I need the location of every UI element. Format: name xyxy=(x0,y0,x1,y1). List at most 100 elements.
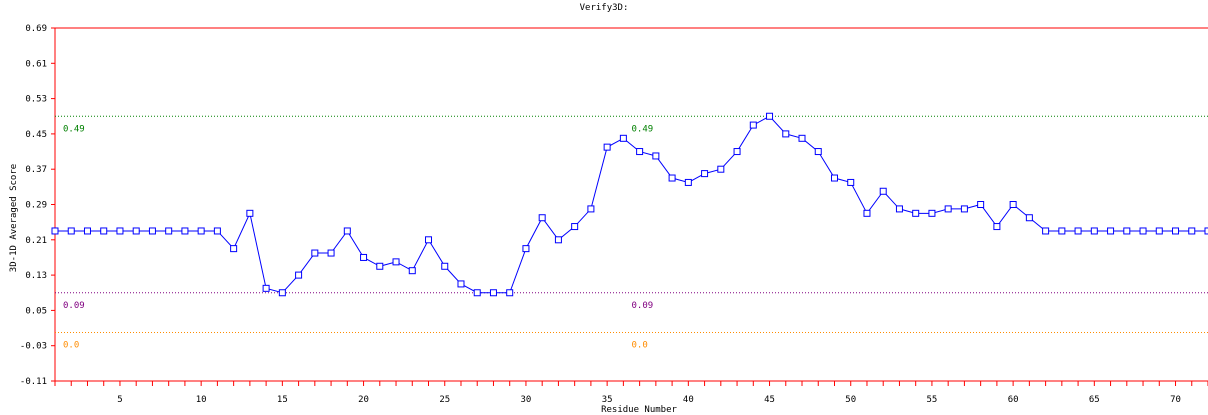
data-point xyxy=(782,130,790,138)
data-point xyxy=(830,174,838,182)
y-tick-label: -0.03 xyxy=(20,342,47,352)
y-tick-label: 0.69 xyxy=(25,24,47,34)
y-tick-label: 0.61 xyxy=(25,59,47,69)
x-tick-label: 15 xyxy=(277,395,288,405)
data-point xyxy=(1155,227,1163,235)
data-point xyxy=(213,227,221,235)
data-point xyxy=(1090,227,1098,235)
y-tick-label: 0.37 xyxy=(25,165,47,175)
data-point xyxy=(100,227,108,235)
data-point xyxy=(912,209,920,217)
data-point xyxy=(1107,227,1115,235)
x-tick-label: 25 xyxy=(439,395,450,405)
data-point xyxy=(636,148,644,156)
data-point xyxy=(230,245,238,253)
x-tick-label: 50 xyxy=(845,395,856,405)
data-point xyxy=(571,223,579,231)
y-axis-title: 3D-1D Averaged Score xyxy=(9,164,19,272)
data-point xyxy=(1025,214,1033,222)
data-point xyxy=(408,267,416,275)
x-tick-label: 65 xyxy=(1089,395,1100,405)
data-point xyxy=(1042,227,1050,235)
data-point xyxy=(1139,227,1147,235)
reference-line-label-left: 0.49 xyxy=(63,124,85,134)
x-tick-label: 70 xyxy=(1170,395,1181,405)
data-point xyxy=(879,187,887,195)
data-point xyxy=(1188,227,1196,235)
data-point xyxy=(684,178,692,186)
data-point xyxy=(311,249,319,257)
data-point xyxy=(278,289,286,297)
data-point xyxy=(51,227,59,235)
x-tick-label: 55 xyxy=(927,395,938,405)
data-point xyxy=(863,209,871,217)
series-group xyxy=(51,112,1208,297)
y-axis-ticks: 0.69 0.61 0.53 0.45 0.37 0.29 0.21 0.13 0.05 -0.0… xyxy=(20,24,55,387)
x-tick-label: 45 xyxy=(764,395,775,405)
data-point xyxy=(489,289,497,297)
data-point xyxy=(506,289,514,297)
data-point xyxy=(717,165,725,173)
reference-line-label-mid: 0.49 xyxy=(632,124,654,134)
y-tick-label: 0.21 xyxy=(25,236,47,246)
x-tick-label: 35 xyxy=(602,395,613,405)
x-axis-title: Residue Number xyxy=(601,405,677,415)
x-tick-label: 30 xyxy=(521,395,532,405)
data-point xyxy=(603,143,611,151)
x-tick-label: 60 xyxy=(1008,395,1019,405)
data-point xyxy=(701,170,709,178)
series-line xyxy=(55,115,1208,294)
data-point xyxy=(165,227,173,235)
data-point xyxy=(766,112,774,120)
data-point xyxy=(473,289,481,297)
data-point xyxy=(148,227,156,235)
data-point xyxy=(132,227,140,235)
data-point xyxy=(928,209,936,217)
y-tick-label: 0.45 xyxy=(25,130,47,140)
data-point xyxy=(895,205,903,213)
data-point xyxy=(441,262,449,270)
x-tick-label: 5 xyxy=(117,395,122,405)
data-point xyxy=(977,201,985,208)
chart-title: Verify3D: xyxy=(580,3,629,13)
y-tick-label: 0.13 xyxy=(25,271,47,281)
data-point xyxy=(457,280,465,288)
data-point xyxy=(960,205,968,213)
data-point xyxy=(83,227,91,235)
data-point xyxy=(798,134,806,142)
x-tick-label: 20 xyxy=(358,395,369,405)
data-point xyxy=(587,205,595,213)
data-point xyxy=(814,148,822,156)
x-axis-ticks: 5 10 15 20 25 30 35 40 45 50 55 60 65 70 xyxy=(54,381,1208,405)
data-point xyxy=(554,236,562,244)
x-tick-label: 40 xyxy=(683,395,694,405)
data-point xyxy=(538,214,546,222)
reference-line-label-left: 0.09 xyxy=(63,301,85,311)
data-point xyxy=(522,245,530,253)
data-point xyxy=(246,209,254,217)
data-point xyxy=(376,262,384,270)
data-point xyxy=(749,121,757,129)
data-point xyxy=(181,227,189,235)
data-point xyxy=(652,152,660,160)
data-point xyxy=(1058,227,1066,235)
data-point xyxy=(1172,227,1180,235)
data-point xyxy=(1009,201,1017,208)
data-point xyxy=(668,174,676,182)
data-point xyxy=(262,284,270,292)
reference-line-label-left: 0.0 xyxy=(63,340,79,350)
y-tick-label: 0.29 xyxy=(25,201,47,211)
data-point xyxy=(619,134,627,142)
data-point xyxy=(944,205,952,213)
data-point xyxy=(733,148,741,156)
data-point xyxy=(295,271,303,279)
y-tick-label: 0.05 xyxy=(25,306,47,316)
data-point xyxy=(197,227,205,235)
data-point xyxy=(1204,227,1208,235)
data-point xyxy=(1074,227,1082,235)
reference-line-label-mid: 0.0 xyxy=(632,340,648,350)
data-point xyxy=(392,258,400,266)
y-tick-label: -0.11 xyxy=(20,377,47,387)
data-point xyxy=(1123,227,1131,235)
